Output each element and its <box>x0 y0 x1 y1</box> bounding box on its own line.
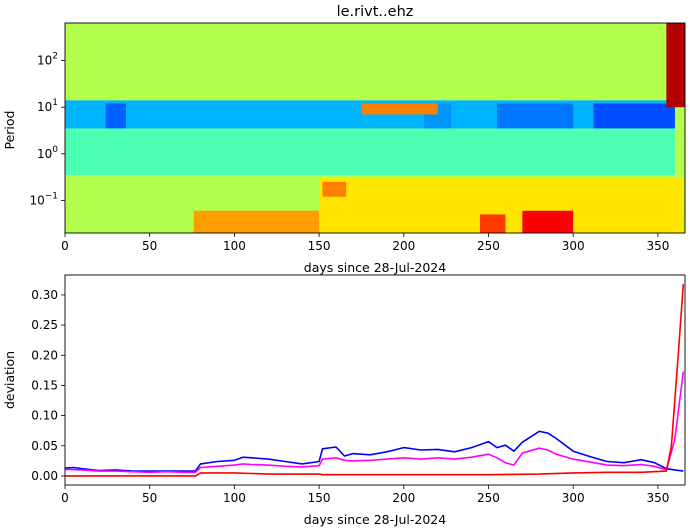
deviation-series-line-2 <box>64 371 685 474</box>
deviation-y-tick-label: 0.05 <box>31 439 58 453</box>
heatmap-cell <box>105 103 126 129</box>
heatmap-title: le.rivt..ehz <box>337 4 414 20</box>
heatmap-x-tick-label: 200 <box>392 239 415 253</box>
deviation-x-tick-label: 0 <box>61 491 69 505</box>
heatmap-cell <box>65 128 675 176</box>
deviation-x-tick-label: 150 <box>308 491 331 505</box>
heatmap-x-axis-label: days since 28-Jul-2024 <box>304 260 446 275</box>
heatmap-y-tick-label: 10−1 <box>29 191 58 207</box>
heatmap-cell <box>361 103 438 115</box>
deviation-series-line-1 <box>64 430 684 472</box>
deviation-y-tick-label: 0.15 <box>31 378 58 392</box>
deviation-x-tick-label: 300 <box>562 491 585 505</box>
deviation-x-ticks: 0 50 100 150 200 250 300 350 <box>61 485 669 505</box>
heatmap-y-ticks: 102 101 100 10−1 <box>29 52 65 207</box>
heatmap-x-tick-label: 150 <box>308 239 331 253</box>
heatmap-cell <box>666 23 685 108</box>
deviation-panel: 0 50 100 150 200 250 300 350 0.000.050.100.150.… <box>2 274 686 527</box>
deviation-x-tick-label: 50 <box>142 491 157 505</box>
heatmap-x-tick-label: 50 <box>142 239 157 253</box>
heatmap-cell <box>593 103 675 129</box>
deviation-x-axis-label: days since 28-Jul-2024 <box>304 512 446 527</box>
deviation-y-tick-label: 0.30 <box>31 288 58 302</box>
heatmap-frame <box>64 22 686 234</box>
heatmap-panel: le.rivt..ehz 0 50 100 150 200 250 300 350 10210… <box>2 4 686 275</box>
heatmap-cell <box>322 181 347 197</box>
heatmap-x-tick-label: 100 <box>223 239 246 253</box>
deviation-series-line-3 <box>65 284 685 477</box>
heatmap-y-tick-label: 102 <box>37 52 58 68</box>
heatmap-y-tick-label: 100 <box>37 145 58 161</box>
heatmap-x-tick-label: 250 <box>477 239 500 253</box>
heatmap-x-tick-label: 300 <box>562 239 585 253</box>
heatmap-x-tick-label: 0 <box>61 239 69 253</box>
deviation-x-tick-label: 350 <box>646 491 669 505</box>
deviation-x-tick-label: 100 <box>223 491 246 505</box>
heatmap-cell <box>480 214 506 233</box>
heatmap-x-tick-label: 350 <box>646 239 669 253</box>
deviation-x-tick-label: 250 <box>477 491 500 505</box>
deviation-x-tick-label: 200 <box>392 491 415 505</box>
heatmap-cells <box>65 23 685 233</box>
heatmap-x-ticks: 0 50 100 150 200 250 300 350 <box>61 233 669 253</box>
heatmap-y-tick-label: 101 <box>37 98 58 114</box>
deviation-y-ticks: 0.00 0.05 0.10 0.15 0.20 0.25 0.30 <box>31 288 65 483</box>
deviation-y-tick-label: 0.10 <box>31 409 58 423</box>
deviation-y-tick-label: 0.25 <box>31 318 58 332</box>
deviation-y-axis-label: deviation <box>2 351 17 409</box>
deviation-y-tick-label: 0.20 <box>31 348 58 362</box>
deviation-frame <box>64 274 686 486</box>
heatmap-cell <box>496 103 574 129</box>
heatmap-cell <box>522 210 574 233</box>
deviation-lines <box>64 284 685 477</box>
heatmap-y-axis-label: Period <box>2 111 17 150</box>
deviation-y-tick-label: 0.00 <box>31 469 58 483</box>
